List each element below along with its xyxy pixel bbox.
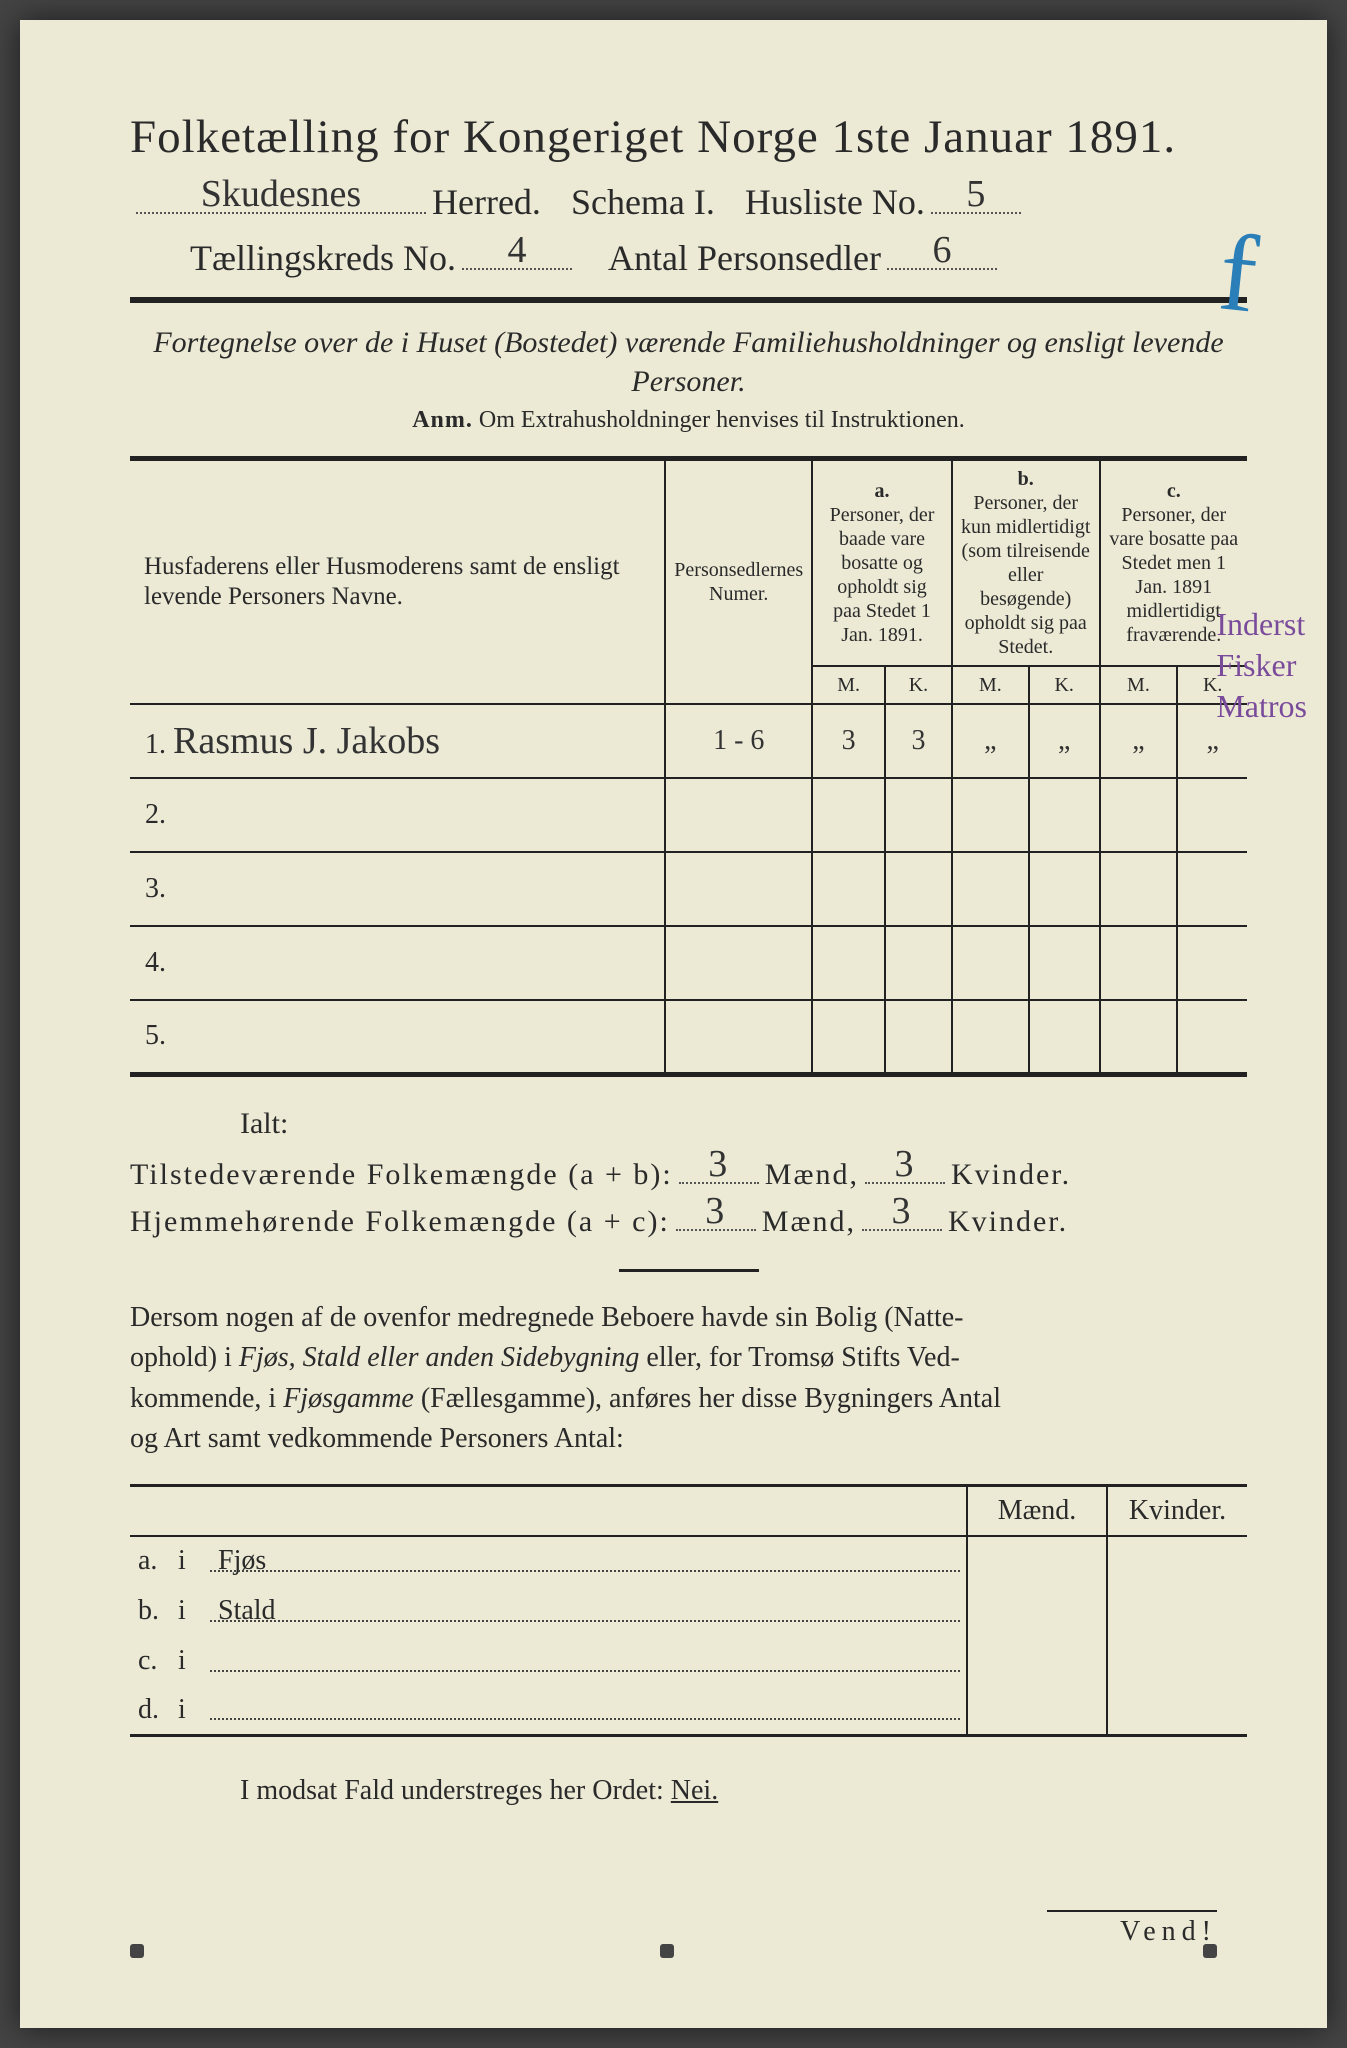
header-line-3: Tællingskreds No. 4 Antal Personsedler 6	[130, 231, 1247, 280]
resident-m: 3	[705, 1189, 726, 1233]
herred-value: Skudesnes	[201, 172, 361, 216]
explanatory-paragraph: Dersom nogen af de ovenfor medregnede Be…	[130, 1298, 1247, 1460]
resident-label: Hjemmehørende Folkemængde (a + c):	[130, 1205, 670, 1239]
table-row: 4.	[130, 926, 1247, 1000]
sedler-value: 6	[932, 228, 951, 272]
margin-note: Inderst	[1216, 606, 1307, 643]
col-b-m: M.	[952, 666, 1029, 703]
table-row: 5.	[130, 1000, 1247, 1074]
anm-text: Om Extrahusholdninger henvises til Instr…	[479, 407, 965, 433]
margin-note: Matros	[1216, 688, 1307, 725]
anm-bold: Anm.	[412, 407, 473, 433]
sedler-label: Antal Personsedler	[608, 237, 881, 279]
col-header-numer: Personsedlernes Numer.	[665, 459, 812, 705]
household-table: Husfaderens eller Husmoderens samt de en…	[130, 456, 1247, 1077]
side-row: c. i	[130, 1636, 1247, 1686]
side-col-k: Kvinder.	[1107, 1486, 1247, 1536]
side-row: b. i Stald	[130, 1586, 1247, 1636]
outbuilding-table: Mænd. Kvinder. a. i Fjøs b. i Stald c. i…	[130, 1484, 1247, 1737]
side-row: a. i Fjøs	[130, 1536, 1247, 1586]
husliste-value: 5	[966, 172, 985, 216]
section-separator	[619, 1269, 759, 1272]
punch-hole-icon	[130, 1944, 144, 1958]
col-a-k: K.	[885, 666, 952, 703]
totals-section: Ialt: Tilstedeværende Folkemængde (a + b…	[130, 1107, 1247, 1239]
census-form-page: Folketælling for Kongeriget Norge 1ste J…	[20, 20, 1327, 2028]
side-row: d. i	[130, 1686, 1247, 1736]
col-c-m: M.	[1100, 666, 1178, 703]
annotation-note: Anm. Om Extrahusholdninger henvises til …	[130, 407, 1247, 434]
punch-hole-icon	[660, 1944, 674, 1958]
herred-label: Herred.	[432, 181, 541, 223]
form-subtitle: Fortegnelse over de i Huset (Bostedet) v…	[130, 323, 1247, 401]
present-m: 3	[708, 1142, 729, 1186]
nei-instruction: I modsat Fald understreges her Ordet: Ne…	[240, 1775, 1247, 1807]
husliste-label: Husliste No.	[745, 181, 925, 223]
col-header-names: Husfaderens eller Husmoderens samt de en…	[130, 459, 665, 705]
present-k: 3	[894, 1142, 915, 1186]
side-col-m: Mænd.	[967, 1486, 1107, 1536]
header-line-2: Skudesnes Herred. Schema I. Husliste No.…	[130, 174, 1247, 223]
blue-annotation: f	[1214, 208, 1264, 338]
nei-word: Nei.	[671, 1775, 718, 1806]
kreds-value: 4	[508, 228, 527, 272]
margin-note: Fisker	[1216, 647, 1307, 684]
resident-k: 3	[891, 1189, 912, 1233]
turn-over-label: Vend!	[1047, 1910, 1217, 1948]
present-label: Tilstedeværende Folkemængde (a + b):	[130, 1158, 673, 1192]
divider-rule	[130, 297, 1247, 303]
schema-label: Schema I.	[571, 181, 715, 223]
col-group-a: a. Personer, der baade vare bosatte og o…	[812, 459, 952, 667]
ialt-label: Ialt:	[240, 1107, 1247, 1141]
kreds-label: Tællingskreds No.	[190, 237, 456, 279]
page-title: Folketælling for Kongeriget Norge 1ste J…	[130, 110, 1247, 164]
punch-hole-icon	[1203, 1944, 1217, 1958]
col-group-b: b. Personer, der kun midlertidigt (som t…	[952, 459, 1100, 667]
col-a-m: M.	[812, 666, 885, 703]
table-row: 1. Rasmus J. Jakobs 1 - 6 3 3 „ „ „ „	[130, 704, 1247, 778]
margin-annotations: Inderst Fisker Matros	[1216, 606, 1307, 725]
table-row: 3.	[130, 852, 1247, 926]
col-b-k: K.	[1029, 666, 1100, 703]
table-row: 2.	[130, 778, 1247, 852]
